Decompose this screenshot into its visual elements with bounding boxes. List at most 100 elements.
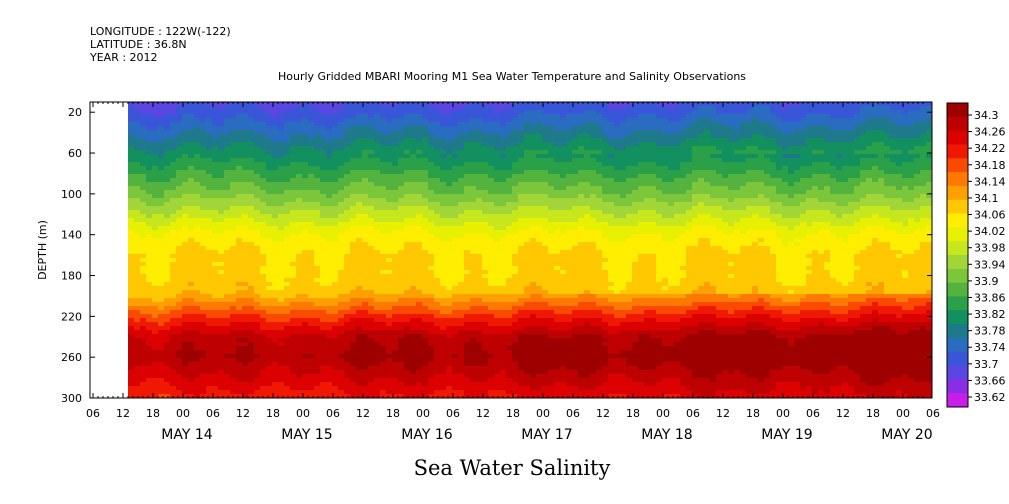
salinity-cell	[368, 166, 375, 171]
salinity-cell	[332, 114, 339, 119]
salinity-cell	[368, 258, 375, 263]
salinity-cell	[212, 318, 219, 323]
salinity-cell	[404, 286, 411, 291]
salinity-cell	[422, 182, 429, 187]
salinity-cell	[374, 278, 381, 283]
salinity-cell	[410, 202, 417, 207]
salinity-cell	[224, 394, 231, 399]
salinity-cell	[512, 158, 519, 163]
salinity-cell	[470, 150, 477, 155]
salinity-cell	[182, 110, 189, 115]
salinity-cell	[428, 162, 435, 167]
salinity-cell	[506, 222, 513, 227]
salinity-cell	[176, 242, 183, 247]
salinity-cell	[164, 338, 171, 343]
salinity-cell	[350, 102, 357, 107]
salinity-cell	[302, 106, 309, 111]
salinity-cell	[320, 318, 327, 323]
salinity-cell	[338, 282, 345, 287]
salinity-cell	[500, 258, 507, 263]
salinity-cell	[296, 142, 303, 147]
salinity-cell	[446, 174, 453, 179]
salinity-cell	[176, 238, 183, 243]
salinity-cell	[242, 198, 249, 203]
salinity-cell	[146, 282, 153, 287]
salinity-cell	[422, 150, 429, 155]
salinity-cell	[434, 206, 441, 211]
salinity-cell	[302, 386, 309, 391]
salinity-cell	[248, 318, 255, 323]
salinity-cell	[344, 374, 351, 379]
salinity-cell	[152, 310, 159, 315]
salinity-cell	[152, 286, 159, 291]
salinity-cell	[524, 254, 531, 259]
salinity-cell	[386, 374, 393, 379]
salinity-cell	[518, 194, 525, 199]
salinity-cell	[440, 314, 447, 319]
salinity-cell	[188, 322, 195, 327]
salinity-cell	[476, 118, 483, 123]
salinity-cell	[152, 358, 159, 363]
salinity-cell	[314, 186, 321, 191]
salinity-cell	[134, 142, 141, 147]
salinity-cell	[374, 334, 381, 339]
salinity-cell	[350, 214, 357, 219]
salinity-cell	[248, 354, 255, 359]
salinity-cell	[362, 230, 369, 235]
salinity-cell	[242, 258, 249, 263]
salinity-cell	[458, 326, 465, 331]
salinity-cell	[422, 230, 429, 235]
salinity-cell	[140, 170, 147, 175]
salinity-cell	[458, 290, 465, 295]
salinity-cell	[212, 390, 219, 395]
salinity-cell	[182, 394, 189, 399]
salinity-cell	[152, 158, 159, 163]
salinity-cell	[128, 206, 135, 211]
salinity-cell	[374, 370, 381, 375]
salinity-cell	[242, 114, 249, 119]
salinity-cell	[278, 278, 285, 283]
salinity-cell	[206, 190, 213, 195]
salinity-cell	[458, 242, 465, 247]
salinity-cell	[356, 230, 363, 235]
salinity-cell	[230, 154, 237, 159]
salinity-cell	[338, 250, 345, 255]
salinity-cell	[434, 170, 441, 175]
salinity-cell	[470, 254, 477, 259]
salinity-cell	[230, 222, 237, 227]
salinity-cell	[470, 386, 477, 391]
salinity-cell	[344, 394, 351, 399]
salinity-cell	[494, 290, 501, 295]
salinity-cell	[380, 326, 387, 331]
salinity-cell	[248, 142, 255, 147]
salinity-cell	[254, 162, 261, 167]
salinity-cell	[446, 218, 453, 223]
salinity-cell	[194, 118, 201, 123]
salinity-cell	[452, 154, 459, 159]
salinity-cell	[422, 346, 429, 351]
salinity-cell	[128, 146, 135, 151]
salinity-cell	[308, 326, 315, 331]
salinity-cell	[386, 286, 393, 291]
salinity-cell	[452, 250, 459, 255]
salinity-cell	[272, 378, 279, 383]
salinity-cell	[314, 366, 321, 371]
salinity-cell	[200, 246, 207, 251]
salinity-cell	[386, 350, 393, 355]
salinity-cell	[146, 298, 153, 303]
salinity-cell	[200, 102, 207, 107]
salinity-cell	[356, 378, 363, 383]
salinity-cell	[398, 198, 405, 203]
salinity-cell	[446, 286, 453, 291]
salinity-cell	[254, 358, 261, 363]
salinity-cell	[254, 118, 261, 123]
salinity-cell	[416, 302, 423, 307]
salinity-cell	[194, 298, 201, 303]
salinity-cell	[302, 238, 309, 243]
salinity-cell	[284, 254, 291, 259]
salinity-cell	[392, 194, 399, 199]
salinity-cell	[374, 242, 381, 247]
salinity-cell	[152, 214, 159, 219]
salinity-cell	[224, 138, 231, 143]
salinity-cell	[236, 242, 243, 247]
